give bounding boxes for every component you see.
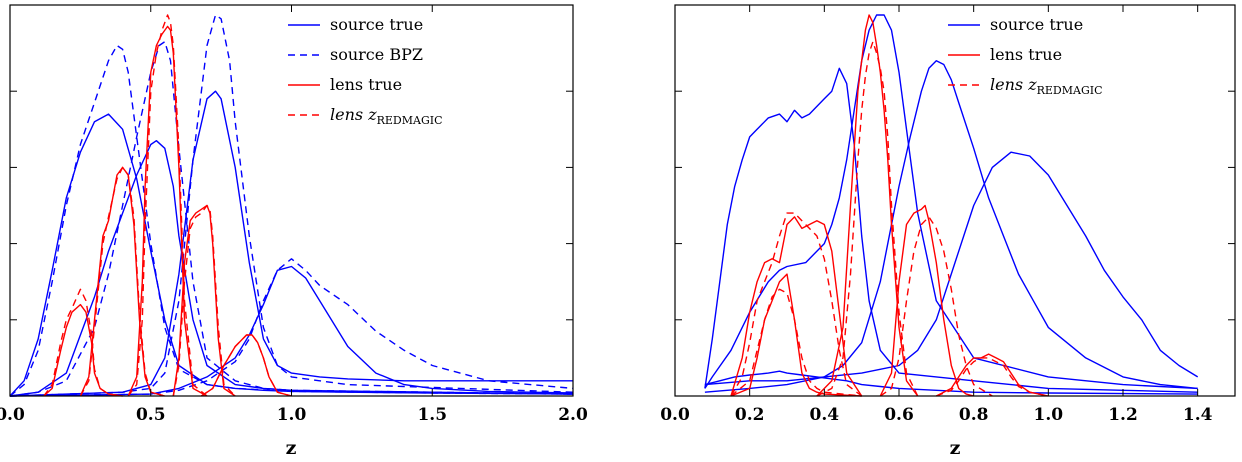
panel-left-series-line-13 (127, 14, 208, 397)
panel-left-tick-labels: 0.0 0.5 1.0 1.5 2.0 (0, 405, 588, 425)
panel-right-series-line-4 (704, 370, 1198, 395)
panel-right-xtick-label-4: 0.8 (959, 405, 989, 425)
panel-left: 0.0 0.5 1.0 1.5 2.0 z source true source BPZ l… (0, 4, 588, 459)
panel-left-legend-label-0: source true (330, 15, 423, 34)
panel-right-xtick-label-1: 0.2 (735, 405, 765, 425)
panel-left-legend-label-subscript-3: REDMAGIC (377, 114, 443, 127)
panel-right-xtick-label-6: 1.2 (1108, 405, 1138, 425)
panel-right-series-line-3 (704, 151, 1199, 386)
panel-left-xtick-label-2: 1.0 (277, 405, 307, 425)
panel-left-series-line-1 (9, 44, 574, 397)
panel-left-series-line-4 (9, 90, 573, 397)
panel-left-series-line-5 (9, 14, 574, 397)
panel-left-xtick-label-0: 0.0 (0, 405, 25, 425)
panel-right-series-line-8 (730, 288, 862, 397)
panel-right-series-line-12 (879, 216, 993, 397)
panel-left-series-line-8 (43, 303, 123, 397)
panel-right-series-line-1 (704, 14, 1198, 390)
panel-left-series-line-14 (172, 204, 236, 397)
panel-left-xtick-label-4: 2.0 (558, 405, 588, 425)
panel-left-series-line-2 (9, 139, 574, 397)
panel-right-ticks (674, 5, 1235, 396)
panel-left-ticks (9, 5, 574, 396)
panel-left-series-line-3 (9, 41, 574, 397)
panel-right-legend-label-subscript-2: REDMAGIC (1037, 84, 1103, 97)
panel-right-tick-labels: 0.0 0.2 0.4 0.6 0.8 1.0 1.2 1.4 (660, 405, 1212, 425)
panel-left-series-line-15 (172, 204, 236, 397)
panel-right-xlabel: z (950, 437, 961, 459)
panel-right-xtick-label-2: 0.4 (810, 405, 840, 425)
panel-left-series-line-6 (9, 265, 574, 397)
panel-right-xtick-label-3: 0.6 (884, 405, 914, 425)
panel-left-series-line-7 (9, 258, 574, 397)
panel-left-xlabel: z (286, 437, 297, 459)
panel-right-series-line-9 (816, 14, 919, 397)
panel-left-series-line-0 (9, 113, 574, 397)
panel-right-series-line-11 (879, 204, 974, 397)
panel-right-data-lines (704, 14, 1199, 397)
panel-right-xtick-label-0: 0.0 (660, 405, 690, 425)
panel-right-legend-label-0: source true (990, 15, 1083, 34)
panel-left-legend-label-2: lens true (330, 75, 402, 94)
panel-left-series-line-11 (79, 166, 165, 397)
panel-left-axes-frame (9, 4, 574, 397)
panel-left-data-lines (9, 14, 574, 397)
panel-right-xtick-label-5: 1.0 (1034, 405, 1064, 425)
panel-right-axes-frame (674, 4, 1236, 397)
panel-right-series-line-0 (704, 67, 1198, 393)
panel-right-legend-label-1: lens true (990, 45, 1062, 64)
panel-left-xtick-label-3: 1.5 (417, 405, 447, 425)
panel-left-xtick-label-1: 0.5 (136, 405, 166, 425)
panel-left-series-line-9 (43, 288, 123, 397)
panel-left-legend: source true source BPZ lens true lens zREDM… (288, 15, 443, 127)
panel-right-series-line-14 (936, 357, 1049, 397)
panel-right-xtick-label-7: 1.4 (1183, 405, 1213, 425)
panel-right-series-line-13 (935, 353, 1049, 397)
panel-right-series-line-10 (816, 41, 919, 397)
panel-left-series-line-17 (201, 334, 292, 397)
panel-right-legend: source true lens true lens zREDMAGIC (948, 15, 1103, 97)
panel-left-legend-label-1: source BPZ (330, 45, 423, 64)
panel-right-series-line-2 (704, 60, 1198, 393)
panel-right-series-line-6 (730, 212, 863, 397)
panel-right: 0.0 0.2 0.4 0.6 0.8 1.0 1.2 1.4 z source true le… (660, 4, 1236, 459)
panel-left-legend-label-3: lens zREDMAGIC (330, 105, 443, 127)
panel-right-series-line-7 (730, 273, 862, 397)
panel-right-series-line-5 (730, 216, 863, 397)
panel-right-legend-label-2: lens zREDMAGIC (990, 75, 1103, 97)
